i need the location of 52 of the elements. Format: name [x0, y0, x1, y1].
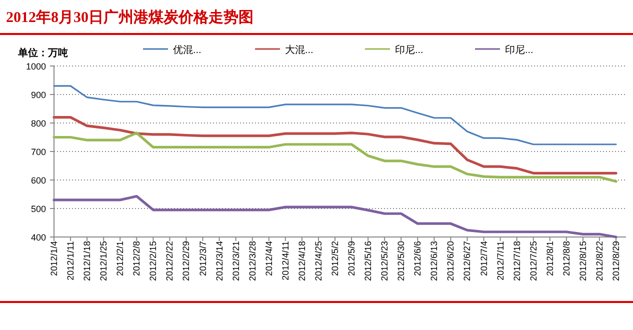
y-tick-label: 1000	[26, 62, 46, 72]
line-series	[52, 194, 618, 238]
x-tick-label: 2012/5/2	[330, 241, 340, 276]
x-tick-label: 2012/2/15	[148, 241, 158, 282]
x-tick-label: 2012/8/22	[594, 241, 604, 282]
x-tick-label: 2012/8/1	[544, 241, 555, 276]
x-tick-label: 2012/6/27	[462, 241, 472, 282]
x-tick-label: 2012/3/28	[247, 241, 258, 282]
x-tick-label: 2012/8/29	[611, 241, 621, 282]
line-series	[52, 116, 618, 174]
x-tick-label: 2012/6/6	[412, 241, 423, 276]
x-tick-label: 2012/6/20	[446, 241, 456, 282]
x-tick-label: 2012/7/4	[478, 241, 489, 276]
x-tick-label: 2012/4/25	[313, 241, 324, 282]
y-tick-label: 500	[30, 204, 46, 214]
x-tick-label: 2012/1/25	[98, 241, 109, 282]
x-tick-label: 2012/5/16	[363, 241, 374, 282]
x-tick-label: 2012/3/21	[230, 241, 241, 282]
x-tick-label: 2012/2/8	[132, 241, 142, 276]
y-tick-label: 700	[30, 147, 46, 157]
x-tick-label: 2012/5/23	[380, 241, 390, 282]
x-tick-label: 2012/4/4	[264, 241, 274, 276]
x-tick-label: 2012/7/11	[495, 241, 506, 280]
line-series	[53, 85, 617, 146]
x-tick-label: 2012/2/1	[115, 241, 126, 276]
x-tick-label: 2012/2/22	[164, 241, 175, 282]
x-tick-label: 2012/3/14	[214, 241, 224, 282]
x-tick-label: 2012/5/9	[346, 241, 357, 276]
x-tick-label: 2012/5/30	[396, 241, 406, 282]
y-tick-label: 400	[30, 232, 46, 242]
x-tick-label: 2012/1/11	[66, 241, 76, 280]
x-tick-label: 2012/6/13	[429, 241, 440, 282]
y-tick-label: 800	[30, 118, 46, 128]
legend-label: 印尼...	[505, 44, 534, 56]
line-series	[52, 132, 618, 183]
legend-label: 印尼...	[395, 44, 424, 56]
x-tick-label: 2012/1/4	[49, 241, 59, 276]
x-tick-label: 2012/4/11	[280, 241, 290, 280]
legend-label: 优混...	[173, 44, 202, 56]
y-tick-label: 600	[30, 176, 46, 186]
y-axis-title: 单位：万吨	[17, 47, 68, 59]
x-tick-label: 2012/7/18	[512, 241, 522, 282]
x-tick-label: 2012/8/8	[561, 241, 572, 276]
y-tick-label: 900	[30, 90, 46, 100]
x-tick-label: 2012/2/29	[181, 241, 192, 282]
legend-label: 大混...	[285, 44, 314, 56]
x-tick-label: 2012/3/7	[198, 241, 208, 276]
x-tick-label: 2012/1/18	[82, 241, 92, 282]
x-tick-label: 2012/4/18	[296, 241, 307, 282]
x-tick-label: 2012/7/25	[528, 241, 538, 282]
chart-title: 2012年8月30日广州港煤炭价格走势图	[6, 8, 254, 26]
x-tick-label: 2012/8/15	[578, 241, 588, 282]
